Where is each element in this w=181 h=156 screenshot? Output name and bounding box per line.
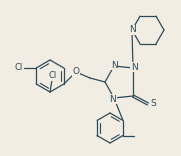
- Text: Cl: Cl: [49, 71, 57, 80]
- Text: S: S: [150, 100, 156, 109]
- Text: N: N: [110, 95, 116, 103]
- Text: O: O: [73, 68, 79, 76]
- Text: Cl: Cl: [14, 63, 22, 73]
- Text: N: N: [131, 63, 137, 71]
- Text: N: N: [129, 25, 135, 34]
- Text: N: N: [111, 61, 117, 70]
